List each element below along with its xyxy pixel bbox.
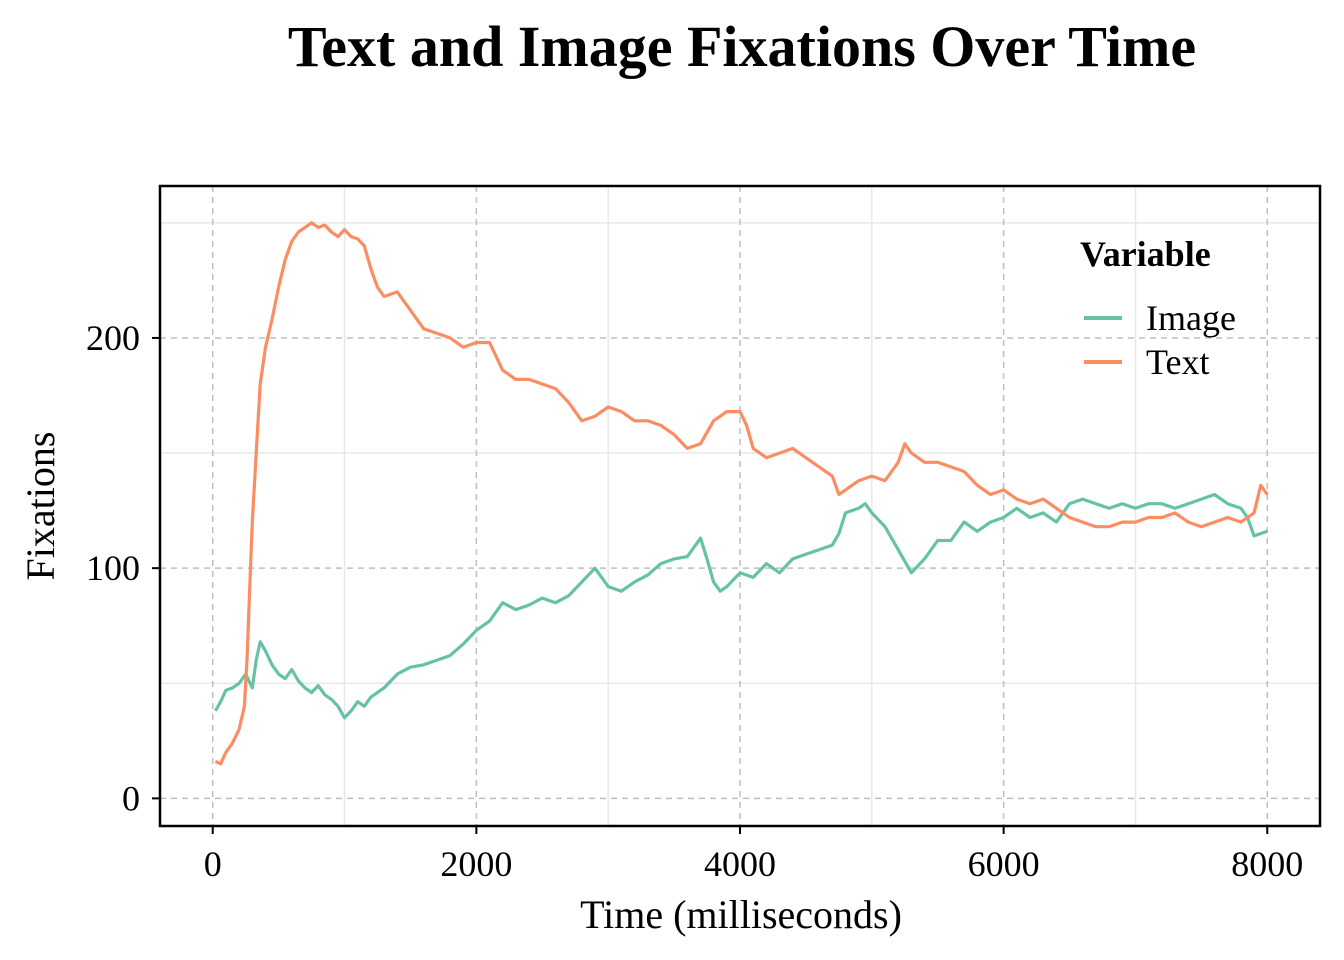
- legend-label-image: Image: [1146, 298, 1236, 338]
- legend-label-text: Text: [1146, 342, 1209, 382]
- series-line-text: [214, 221, 1269, 766]
- y-tick-label: 100: [86, 548, 140, 588]
- x-axis-title: Time (milliseconds): [580, 892, 902, 937]
- series-line-image: [214, 492, 1268, 720]
- x-tick-label: 2000: [440, 844, 512, 884]
- grid: [160, 186, 1320, 826]
- y-tick-label: 200: [86, 318, 140, 358]
- series-lines: [214, 221, 1269, 766]
- x-tick-label: 6000: [968, 844, 1040, 884]
- y-axis-title: Fixations: [18, 432, 63, 581]
- y-tick-label: 0: [122, 778, 140, 818]
- x-tick-label: 0: [204, 844, 222, 884]
- legend-title: Variable: [1080, 234, 1211, 274]
- axis-ticks: 0 2000 4000 6000 8000 0 100 200: [86, 318, 1303, 884]
- chart-title: Text and Image Fixations Over Time: [288, 14, 1196, 79]
- x-tick-label: 8000: [1231, 844, 1303, 884]
- x-tick-label: 4000: [704, 844, 776, 884]
